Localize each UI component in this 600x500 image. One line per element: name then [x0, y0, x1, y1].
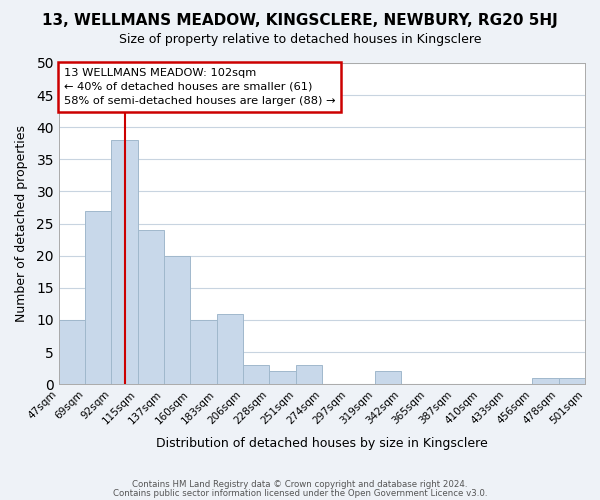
Bar [269, 372, 296, 384]
Bar [217, 314, 243, 384]
Bar [296, 365, 322, 384]
Bar [532, 378, 559, 384]
Bar [112, 140, 138, 384]
Bar [164, 256, 190, 384]
Bar [243, 365, 269, 384]
Text: 13 WELLMANS MEADOW: 102sqm
← 40% of detached houses are smaller (61)
58% of semi: 13 WELLMANS MEADOW: 102sqm ← 40% of deta… [64, 68, 335, 106]
Text: 13, WELLMANS MEADOW, KINGSCLERE, NEWBURY, RG20 5HJ: 13, WELLMANS MEADOW, KINGSCLERE, NEWBURY… [42, 12, 558, 28]
Bar [85, 210, 112, 384]
Y-axis label: Number of detached properties: Number of detached properties [15, 125, 28, 322]
Bar [59, 320, 85, 384]
Bar [138, 230, 164, 384]
Bar [190, 320, 217, 384]
Text: Size of property relative to detached houses in Kingsclere: Size of property relative to detached ho… [119, 32, 481, 46]
X-axis label: Distribution of detached houses by size in Kingsclere: Distribution of detached houses by size … [156, 437, 488, 450]
Text: Contains HM Land Registry data © Crown copyright and database right 2024.: Contains HM Land Registry data © Crown c… [132, 480, 468, 489]
Bar [374, 372, 401, 384]
Text: Contains public sector information licensed under the Open Government Licence v3: Contains public sector information licen… [113, 489, 487, 498]
Bar [559, 378, 585, 384]
